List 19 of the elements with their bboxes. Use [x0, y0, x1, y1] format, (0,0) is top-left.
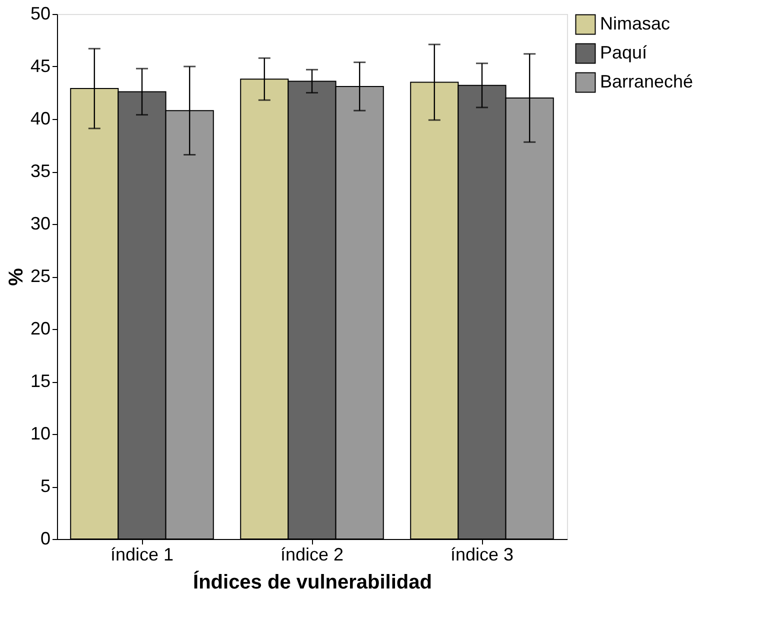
y-tick-label: 25 [30, 266, 50, 286]
y-tick-label: 40 [30, 108, 50, 128]
legend-label: Paquí [600, 42, 648, 62]
y-tick-label: 35 [30, 161, 50, 181]
y-tick-label: 15 [30, 371, 50, 391]
x-tick-label: índice 2 [280, 544, 344, 564]
x-tick-label: índice 3 [450, 544, 514, 564]
y-tick-label: 20 [30, 318, 50, 338]
x-tick-label: índice 1 [110, 544, 174, 564]
y-tick-label: 45 [30, 56, 50, 76]
y-axis-title: % [5, 268, 28, 286]
x-axis-title: Índices de vulnerabilidad [193, 570, 432, 594]
y-tick-label: 50 [30, 4, 50, 24]
y-tick-label: 10 [30, 424, 50, 444]
y-tick-label: 5 [40, 476, 50, 496]
legend-label: Nimasac [600, 14, 670, 34]
y-tick-label: 0 [40, 528, 50, 548]
y-tick-label: 30 [30, 214, 50, 234]
legend-label: Barraneché [600, 72, 694, 92]
